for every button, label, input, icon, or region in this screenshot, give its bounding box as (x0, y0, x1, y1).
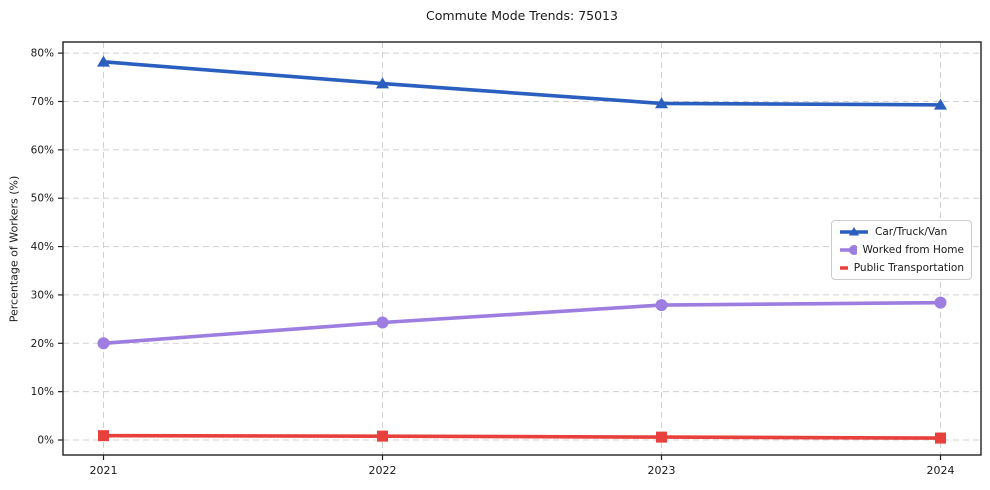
y-tick-label: 80% (31, 48, 54, 60)
y-tick-label: 0% (37, 435, 54, 447)
x-tick-label: 2023 (648, 464, 676, 477)
legend-square-marker-icon (840, 265, 848, 270)
legend-item-car-truck-van: Car/Truck/Van (839, 224, 964, 241)
marker-square-public-transportation (935, 432, 946, 444)
legend-triangle-marker-icon (840, 227, 868, 236)
legend-item-worked-from-home: Worked from Home (839, 242, 964, 259)
y-tick-label: 60% (31, 144, 54, 156)
y-tick-label: 40% (31, 241, 54, 253)
series-line-public-transportation (101, 433, 943, 440)
marker-square-public-transportation (98, 430, 109, 442)
marker-triangle-car-truck-van (655, 97, 668, 109)
x-tick-label: 2021 (90, 464, 118, 477)
axes-spines (62, 41, 982, 456)
marker-square-public-transportation (377, 430, 388, 442)
y-tick-label: 10% (31, 386, 54, 398)
legend-label: Public Transportation (853, 261, 964, 274)
legend-item-public-transportation: Public Transportation (839, 259, 964, 276)
marker-circle-worked-from-home (376, 316, 389, 329)
marker-square-public-transportation (656, 431, 667, 443)
marker-triangle-car-truck-van (934, 98, 947, 110)
y-tick-label: 20% (31, 338, 54, 350)
marker-circle-worked-from-home (655, 299, 668, 312)
marker-circle-worked-from-home (97, 337, 110, 350)
x-tick-label: 2022 (369, 464, 397, 477)
legend: Car/Truck/Van Worked from Home Public Tran… (831, 220, 972, 280)
y-tick-label: 70% (31, 96, 54, 108)
legend-label: Worked from Home (862, 244, 964, 256)
chart-title: Commute Mode Trends: 75013 (426, 8, 618, 23)
y-tick-label: 30% (31, 289, 54, 301)
marker-circle-worked-from-home (934, 296, 947, 309)
series-line-car-truck-van (101, 60, 943, 107)
series-line-worked-from-home (101, 300, 943, 346)
marker-triangle-car-truck-van (376, 77, 389, 89)
legend-circle-marker-icon (840, 245, 857, 255)
legend-label: Car/Truck/Van (875, 226, 948, 239)
y-tick-label: 50% (31, 193, 54, 205)
x-tick-label: 2024 (927, 464, 955, 477)
marker-triangle-car-truck-van (97, 55, 110, 67)
